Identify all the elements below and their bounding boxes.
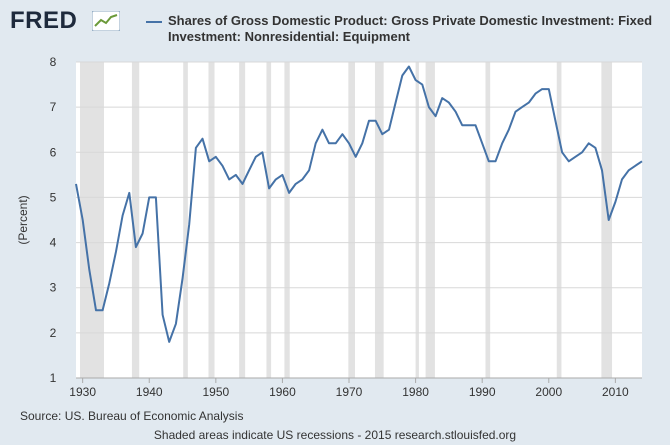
recession-band <box>79 62 104 378</box>
recession-band <box>485 62 491 378</box>
y-tick-label: 3 <box>50 281 57 295</box>
series <box>75 65 643 343</box>
recession-band <box>131 62 140 378</box>
y-axis-label: (Percent) <box>16 195 30 244</box>
x-tick-label: 2010 <box>602 385 629 399</box>
recession-band <box>415 62 419 378</box>
recession-band <box>183 62 188 378</box>
recession-band <box>425 62 435 378</box>
gridlines <box>76 61 642 379</box>
recession-band <box>556 62 562 378</box>
x-tick-label: 1940 <box>136 385 163 399</box>
y-tick-label: 5 <box>50 190 57 204</box>
recession-band <box>208 62 215 378</box>
y-tick-label: 6 <box>50 145 57 159</box>
legend-swatch <box>146 21 162 23</box>
recession-band <box>601 62 613 378</box>
recession-band <box>348 62 356 378</box>
y-tick-label: 8 <box>50 55 57 69</box>
y-tick-label: 1 <box>50 371 57 385</box>
fred-logo-text: FRED <box>10 7 78 34</box>
x-tick-label: 1930 <box>69 385 96 399</box>
fred-logo[interactable]: FRED <box>10 7 120 35</box>
x-tick-label: 1970 <box>336 385 363 399</box>
recession-bands <box>79 62 613 378</box>
axes: 1 2 3 4 5 6 7 8 1930 1940 1950 1960 1970 1980 1990 2000… <box>50 55 642 399</box>
x-tick-label: 1980 <box>402 385 429 399</box>
recession-band <box>284 62 290 378</box>
source-note: Source: US. Bureau of Economic Analysis <box>20 409 244 423</box>
fred-logo-graph-icon <box>92 11 120 31</box>
series-line <box>75 65 643 343</box>
legend-series-name: Shares of Gross Domestic Product: Gross … <box>168 13 653 44</box>
x-tick-label: 1950 <box>202 385 229 399</box>
plot-area <box>76 62 642 378</box>
recession-band <box>239 62 246 378</box>
y-tick-label: 7 <box>50 100 57 114</box>
x-tick-label: 1960 <box>269 385 296 399</box>
recession-footnote: Shaded areas indicate US recessions - 20… <box>153 428 517 442</box>
x-tick-label: 1990 <box>469 385 496 399</box>
recession-band <box>374 62 384 378</box>
y-tick-label: 2 <box>50 326 57 340</box>
y-tick-label: 4 <box>50 236 57 250</box>
x-tick-label: 2000 <box>535 385 562 399</box>
recession-band <box>266 62 272 378</box>
